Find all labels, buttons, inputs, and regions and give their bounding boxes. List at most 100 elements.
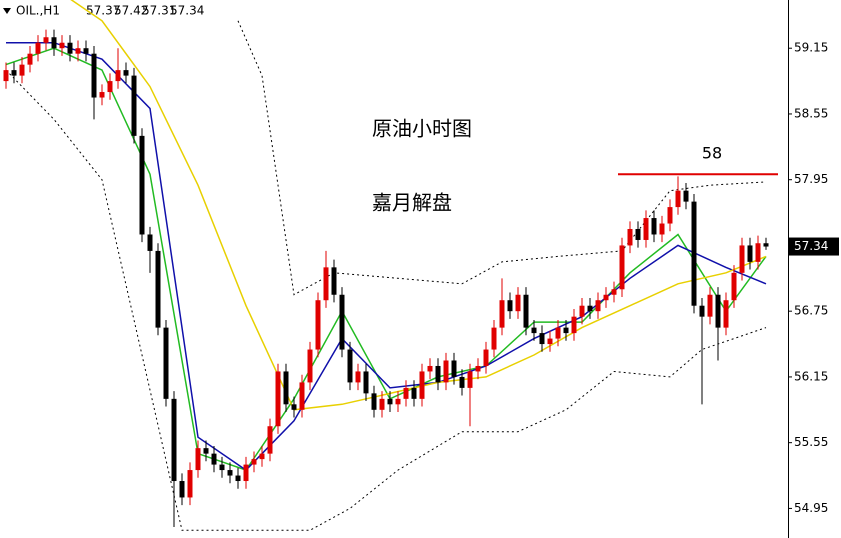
candle-body: [171, 398, 177, 482]
indicator-line: [5, 69, 767, 531]
candle-body: [683, 190, 689, 202]
candle-body: [651, 218, 657, 235]
candle-body: [707, 294, 713, 317]
candle-body: [587, 305, 593, 312]
candle-body: [211, 453, 217, 465]
candle-body: [603, 294, 609, 301]
candle-body: [371, 393, 377, 410]
candle-body: [51, 37, 57, 49]
candle-body: [251, 459, 257, 465]
candle-body: [531, 327, 537, 334]
candle-body: [139, 135, 145, 235]
candle-body: [747, 245, 753, 262]
candle-body: [491, 327, 497, 350]
candle-body: [27, 53, 33, 65]
candle-body: [115, 70, 121, 82]
candle-body: [435, 365, 441, 383]
header-high: 57.42: [114, 4, 148, 18]
candle-body: [563, 327, 569, 334]
candle-body: [339, 294, 345, 350]
candle-body: [699, 305, 705, 317]
candle-body: [675, 190, 681, 208]
y-tick-label: 54.95: [794, 501, 828, 515]
y-tick-label: 56.15: [794, 369, 828, 383]
candle-body: [483, 349, 489, 366]
candle-body: [659, 223, 665, 235]
candle-body: [3, 70, 9, 82]
candle-body: [227, 470, 233, 476]
symbol-arrow: [3, 8, 11, 14]
candle-body: [611, 289, 617, 295]
price-label: 57.34: [794, 239, 828, 253]
candle-body: [475, 365, 481, 372]
candle-body: [459, 376, 465, 388]
candle-body: [187, 470, 193, 498]
candle-body: [571, 316, 577, 334]
candle-body: [667, 207, 673, 224]
candle-body: [275, 371, 281, 427]
candle-body: [331, 267, 337, 295]
candle-body: [67, 42, 73, 54]
candle-body: [595, 300, 601, 312]
candle-body: [523, 294, 529, 328]
candle-body: [291, 404, 297, 410]
candle-body: [515, 294, 521, 312]
candle-body: [243, 464, 249, 482]
y-tick-label: 56.75: [794, 304, 828, 318]
candle-body: [307, 349, 313, 383]
candle-body: [427, 365, 433, 372]
price-label-box: [789, 237, 839, 256]
candle-body: [91, 53, 97, 98]
candle-body: [203, 448, 209, 454]
candle-body: [363, 371, 369, 394]
level-label: 58: [702, 144, 722, 163]
header-close: 57.34: [170, 4, 204, 18]
candle-body: [579, 305, 585, 317]
candle-body: [507, 300, 513, 312]
candle-body: [99, 92, 105, 98]
candle-body: [75, 48, 81, 54]
candle-body: [355, 371, 361, 383]
candle-body: [35, 42, 41, 54]
candle-body: [347, 349, 353, 383]
candle-body: [499, 300, 505, 328]
candle-body: [323, 267, 329, 301]
candle-body: [259, 453, 265, 460]
candle-body: [131, 75, 137, 136]
candle-body: [443, 360, 449, 383]
candle-body: [19, 64, 25, 76]
candle-body: [547, 338, 553, 345]
y-tick-label: 59.15: [794, 41, 828, 55]
candle-body: [179, 481, 185, 498]
candle-body: [219, 464, 225, 471]
candle-body: [619, 245, 625, 290]
candle-body: [739, 245, 745, 273]
header-low: 57.31: [142, 4, 176, 18]
annotation: 嘉月解盘: [372, 191, 452, 215]
candle-body: [555, 327, 561, 339]
y-tick-label: 55.55: [794, 435, 828, 449]
header-open: 57.37: [86, 4, 120, 18]
candle-body: [59, 42, 65, 49]
candle-body: [43, 37, 49, 43]
candle-body: [411, 387, 417, 399]
candle-body: [451, 360, 457, 377]
candle-body: [123, 70, 129, 76]
indicator-line: [237, 20, 767, 296]
candle-body: [467, 371, 473, 388]
symbol: OIL.,H1: [16, 4, 60, 18]
candle-body: [379, 398, 385, 410]
candle-body: [731, 272, 737, 301]
candle-body: [723, 300, 729, 328]
candle-body: [235, 475, 241, 482]
candle-body: [283, 371, 289, 405]
candle-body: [635, 229, 641, 240]
annotation: 原油小时图: [372, 117, 472, 141]
candle-body: [403, 387, 409, 399]
candle-body: [395, 398, 401, 405]
candle-body: [643, 218, 649, 240]
y-tick-label: 57.95: [794, 172, 828, 186]
